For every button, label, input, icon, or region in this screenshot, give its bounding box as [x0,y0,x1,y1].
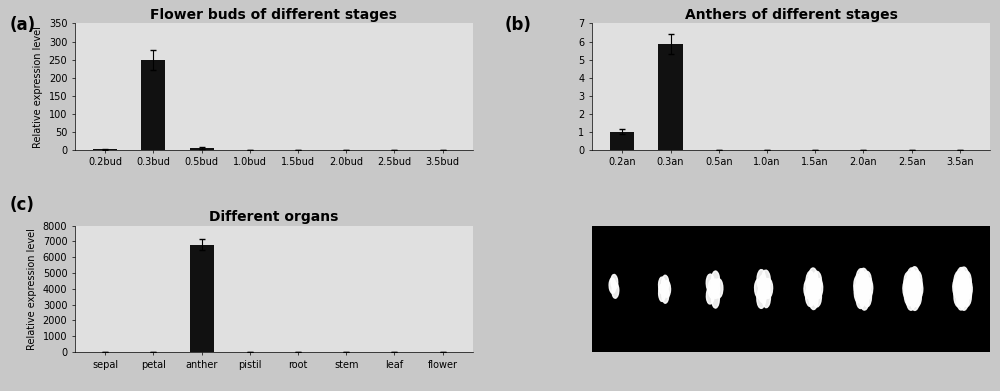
Ellipse shape [963,278,972,300]
Ellipse shape [762,287,770,308]
Ellipse shape [863,285,871,307]
Ellipse shape [809,268,818,287]
Ellipse shape [957,288,965,310]
Ellipse shape [609,278,616,293]
Bar [190,244,214,352]
Ellipse shape [861,278,870,300]
Ellipse shape [757,288,766,308]
Ellipse shape [906,280,916,302]
Ellipse shape [960,267,969,288]
Text: (c): (c) [10,196,35,213]
Ellipse shape [808,283,817,303]
Ellipse shape [858,274,868,295]
Ellipse shape [762,279,770,298]
Ellipse shape [904,272,913,292]
Y-axis label: Relative expression level: Relative expression level [27,228,37,350]
Ellipse shape [956,281,965,301]
Title: Different organs: Different organs [209,210,339,224]
Ellipse shape [909,282,918,303]
Ellipse shape [857,278,866,299]
Ellipse shape [906,289,916,310]
Ellipse shape [960,278,969,299]
Ellipse shape [859,268,868,288]
Ellipse shape [854,282,863,303]
Ellipse shape [712,289,719,308]
Ellipse shape [813,271,822,291]
Bar [610,132,634,150]
Ellipse shape [962,285,971,307]
Ellipse shape [959,288,969,310]
Text: (a): (a) [10,16,36,34]
Ellipse shape [662,286,669,303]
Ellipse shape [804,278,813,298]
Ellipse shape [758,282,767,303]
Ellipse shape [909,273,919,295]
Ellipse shape [759,275,767,294]
Ellipse shape [962,271,971,292]
Ellipse shape [814,278,823,299]
Title: Flower buds of different stages: Flower buds of different stages [150,8,397,22]
Ellipse shape [806,286,814,307]
Ellipse shape [708,280,716,298]
Ellipse shape [956,275,966,296]
Bar [658,44,683,150]
Ellipse shape [863,271,871,293]
Ellipse shape [663,281,671,297]
Ellipse shape [854,274,863,296]
Ellipse shape [714,279,723,298]
Ellipse shape [659,284,666,301]
Ellipse shape [954,271,963,292]
Ellipse shape [706,274,715,292]
Bar [190,148,214,150]
Ellipse shape [808,274,817,294]
Ellipse shape [612,283,619,298]
Ellipse shape [755,279,763,299]
Ellipse shape [954,285,963,307]
Ellipse shape [757,270,765,289]
Ellipse shape [910,267,919,289]
Ellipse shape [910,289,919,310]
Ellipse shape [860,289,869,310]
Ellipse shape [856,287,865,308]
Ellipse shape [712,279,720,298]
Ellipse shape [911,278,920,299]
Y-axis label: Relative expression level: Relative expression level [33,26,43,147]
Ellipse shape [863,278,873,299]
Ellipse shape [903,279,912,300]
Ellipse shape [762,270,770,289]
Ellipse shape [706,286,715,304]
Ellipse shape [856,269,865,289]
Ellipse shape [659,277,666,294]
Ellipse shape [953,278,962,299]
Text: (b): (b) [505,16,532,34]
Ellipse shape [958,282,968,304]
Ellipse shape [813,287,821,307]
Ellipse shape [913,278,923,299]
Ellipse shape [858,282,868,303]
Ellipse shape [959,273,968,294]
Ellipse shape [712,271,719,289]
Ellipse shape [806,271,815,292]
Ellipse shape [956,267,966,290]
Ellipse shape [662,275,669,292]
Ellipse shape [907,268,916,289]
Ellipse shape [912,271,922,293]
Ellipse shape [906,276,916,296]
Ellipse shape [809,290,818,310]
Ellipse shape [764,278,773,298]
Ellipse shape [913,285,921,307]
Ellipse shape [811,278,820,298]
Ellipse shape [611,274,618,289]
Bar [141,60,165,150]
Ellipse shape [904,284,913,306]
Title: Anthers of different stages: Anthers of different stages [685,8,898,22]
